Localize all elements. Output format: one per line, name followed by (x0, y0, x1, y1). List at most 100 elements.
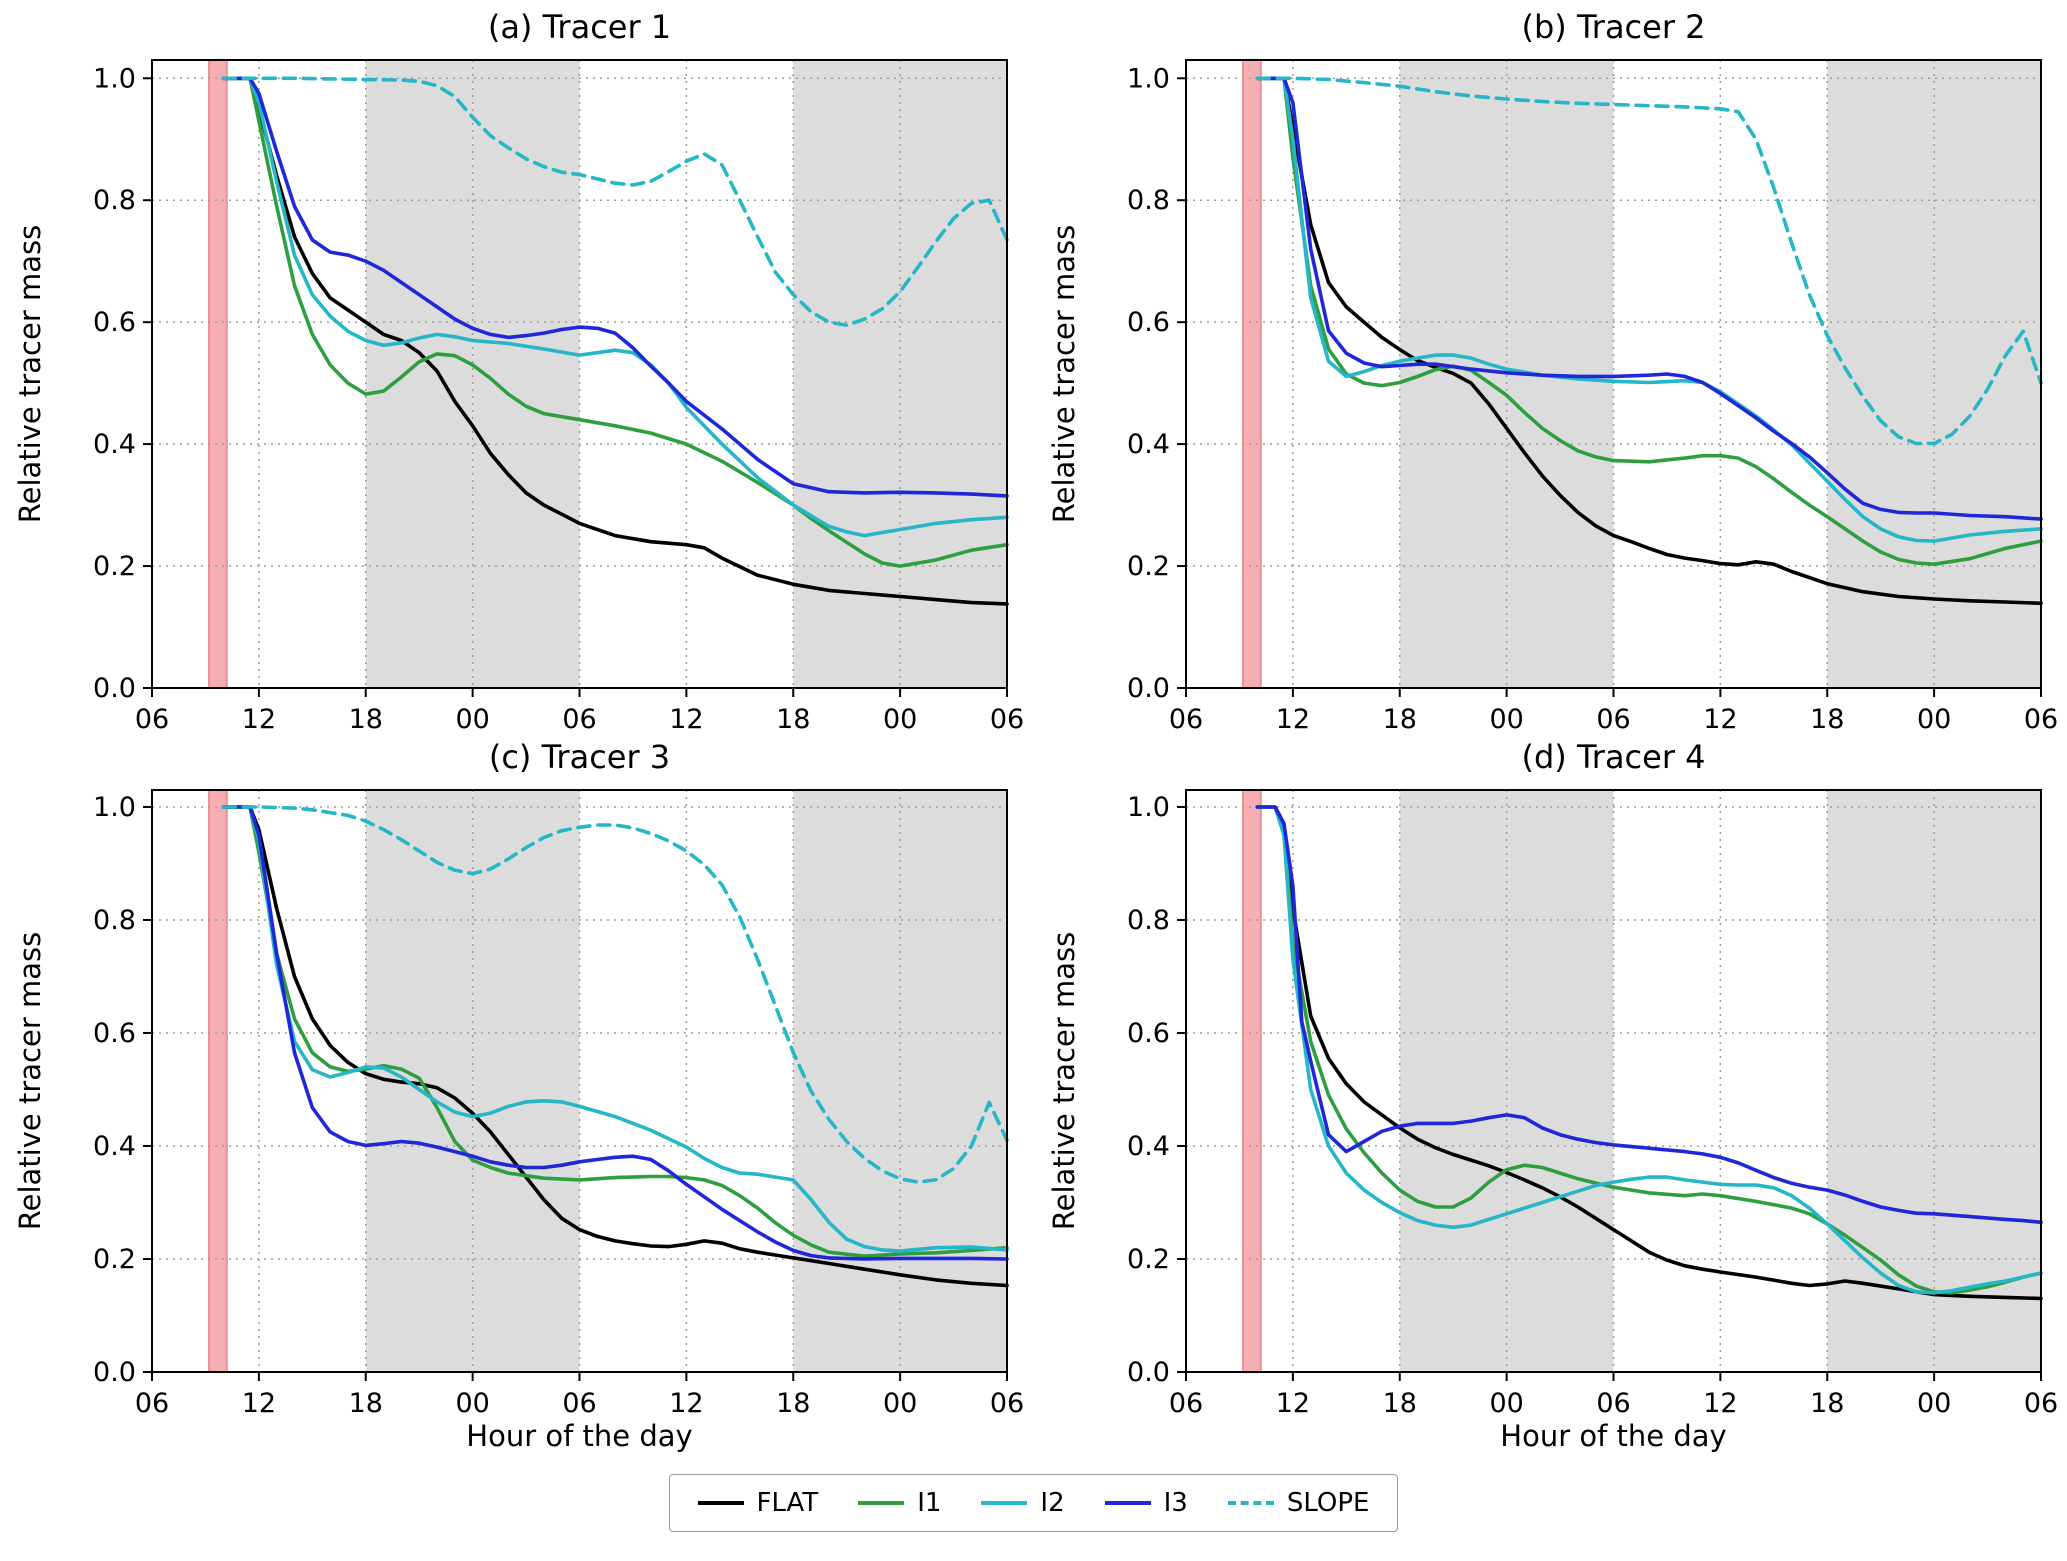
release-band (1243, 790, 1261, 1372)
y-tick-label: 0.4 (1127, 429, 1170, 460)
x-tick-label: 06 (562, 704, 596, 730)
x-tick-label: 12 (1703, 704, 1737, 730)
x-tick-label: 12 (669, 1388, 703, 1419)
night-shading (793, 60, 1007, 688)
y-tick-label: 0.0 (93, 1357, 136, 1388)
legend-label: FLAT (756, 1488, 819, 1518)
y-tick-label: 0.4 (93, 429, 136, 460)
night-shading (1827, 790, 2041, 1372)
legend-item-i1: I1 (858, 1488, 941, 1518)
y-tick-label: 0.6 (93, 1018, 136, 1049)
x-tick-label: 06 (135, 1388, 169, 1419)
y-tick-label: 0.6 (1127, 1018, 1170, 1049)
night-shading (365, 60, 580, 688)
panel-d: 06 12 18 00 06 12 18 00 060.00.20.40.60.81.0(d) … (1047, 738, 2058, 1453)
series-i1-line (221, 805, 1009, 1258)
panel-b: 06 12 18 00 06 12 18 00 060.00.20.40.60.81.0(b) … (1047, 8, 2058, 730)
x-tick-label: 06 (562, 1388, 596, 1419)
x-axis-label: Hour of the day (466, 1419, 692, 1453)
night-shading (1399, 790, 1614, 1372)
x-tick-label: 12 (242, 1388, 276, 1419)
x-tick-label: 12 (1276, 1388, 1310, 1419)
series-i2-line (221, 805, 1009, 1253)
panel-title: (b) Tracer 2 (1521, 8, 1705, 46)
x-tick-label: 00 (455, 1388, 489, 1419)
x-tick-label: 18 (1383, 704, 1417, 730)
y-tick-label: 0.8 (93, 905, 136, 936)
panel-c: 06 12 18 00 06 12 18 00 060.00.20.40.60.81.0(c) … (13, 738, 1024, 1453)
y-tick-label: 0.6 (93, 307, 136, 338)
y-tick-label: 0.6 (1127, 307, 1170, 338)
y-tick-label: 0.4 (93, 1131, 136, 1162)
x-axis-label: Hour of the day (1500, 1419, 1726, 1453)
x-tick-label: 18 (776, 1388, 810, 1419)
series-i2-line (1255, 76, 2043, 543)
panel-title: (c) Tracer 3 (489, 738, 670, 776)
legend-label: I2 (1040, 1488, 1065, 1518)
y-tick-label: 0.4 (1127, 1131, 1170, 1162)
series-flat-line (221, 76, 1009, 606)
x-tick-label: 18 (1383, 1388, 1417, 1419)
series-i1-line (221, 76, 1009, 568)
series-i2-line (221, 76, 1009, 538)
panel-title: (a) Tracer 1 (488, 8, 671, 46)
series-i3-line (221, 805, 1009, 1261)
x-tick-label: 18 (1810, 704, 1844, 730)
y-tick-label: 0.0 (93, 673, 136, 704)
x-tick-label: 00 (1917, 1388, 1951, 1419)
legend-line-sample-flat (697, 1501, 744, 1505)
legend-line-sample-i3 (1104, 1501, 1151, 1505)
series-i3-line (1255, 76, 2043, 521)
panel-a: 06 12 18 00 06 12 18 00 060.00.20.40.60.81.0(a) … (13, 8, 1024, 730)
y-axis-label: Relative tracer mass (1047, 225, 1081, 523)
legend-line-sample-i2 (981, 1501, 1028, 1505)
x-tick-label: 00 (883, 704, 917, 730)
y-axis-label: Relative tracer mass (1047, 932, 1081, 1230)
x-tick-label: 12 (242, 704, 276, 730)
series-flat-line (1255, 76, 2043, 606)
x-tick-label: 18 (349, 1388, 383, 1419)
x-tick-label: 06 (2024, 704, 2058, 730)
x-tick-label: 06 (1596, 1388, 1630, 1419)
series-i3-line (1255, 805, 2043, 1225)
x-tick-label: 00 (1489, 1388, 1523, 1419)
x-tick-label: 06 (1169, 704, 1203, 730)
x-tick-label: 18 (349, 704, 383, 730)
panel-title: (d) Tracer 4 (1521, 738, 1705, 776)
series-flat-line (221, 805, 1009, 1288)
legend-label: I3 (1163, 1488, 1188, 1518)
legend-label: I1 (917, 1488, 942, 1518)
y-tick-label: 0.8 (1127, 905, 1170, 936)
x-tick-label: 18 (776, 704, 810, 730)
x-tick-label: 12 (1703, 1388, 1737, 1419)
x-tick-label: 06 (135, 704, 169, 730)
legend-item-slope: SLOPE (1227, 1488, 1370, 1518)
x-tick-label: 06 (990, 704, 1024, 730)
y-tick-label: 0.8 (1127, 185, 1170, 216)
y-tick-label: 1.0 (93, 792, 136, 823)
series-i1-line (1255, 76, 2043, 566)
legend-line-sample-i1 (858, 1501, 905, 1505)
y-tick-label: 0.0 (1127, 1357, 1170, 1388)
y-tick-label: 1.0 (1127, 792, 1170, 823)
x-tick-label: 06 (2024, 1388, 2058, 1419)
y-tick-label: 0.2 (93, 551, 136, 582)
y-axis-label: Relative tracer mass (13, 932, 47, 1230)
y-tick-label: 0.2 (1127, 551, 1170, 582)
x-tick-label: 06 (1169, 1388, 1203, 1419)
x-tick-label: 00 (455, 704, 489, 730)
x-tick-label: 06 (990, 1388, 1024, 1419)
y-tick-label: 0.8 (93, 185, 136, 216)
x-tick-label: 00 (1489, 704, 1523, 730)
legend-line-sample-slope (1227, 1501, 1274, 1505)
legend-label: SLOPE (1286, 1488, 1370, 1518)
series-slope-line (1255, 76, 2043, 446)
release-band (1243, 60, 1261, 688)
x-tick-label: 12 (669, 704, 703, 730)
y-tick-label: 0.2 (1127, 1244, 1170, 1275)
x-tick-label: 18 (1810, 1388, 1844, 1419)
legend-item-i2: I2 (981, 1488, 1065, 1518)
legend-item-flat: FLAT (697, 1488, 819, 1518)
legend-item-i3: I3 (1104, 1488, 1188, 1518)
